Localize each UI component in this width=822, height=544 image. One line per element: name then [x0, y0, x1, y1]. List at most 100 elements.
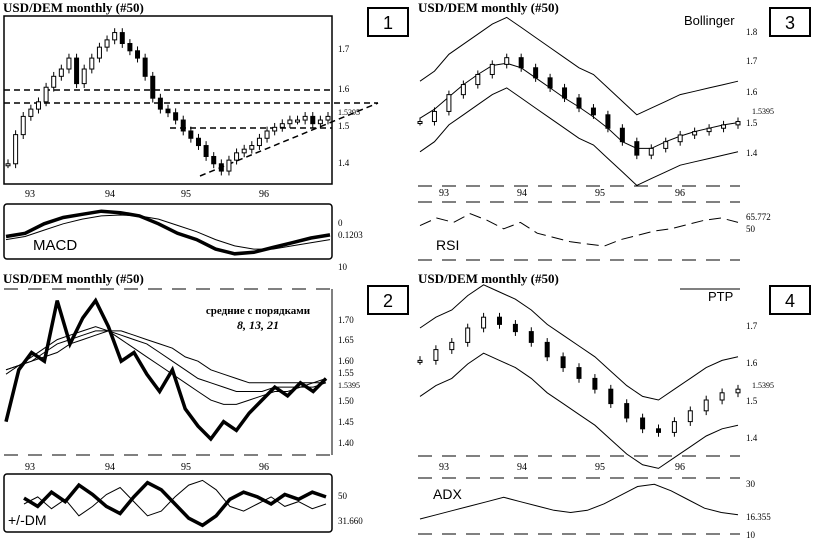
- panel-2-ma-3: [5, 330, 327, 384]
- panel-4-sub-label: ADX: [433, 486, 462, 502]
- panel-3-candle-19: [677, 130, 683, 146]
- panel-3-candle-15: [619, 124, 625, 146]
- panel-1-candle-22: [165, 104, 171, 118]
- panel-1-candle-8: [58, 64, 64, 81]
- panel-1-price-frame: [3, 15, 333, 185]
- panel-1-candle-16: [119, 28, 125, 48]
- panel-3-lower-band: [419, 87, 739, 186]
- panel-2-sub-label: +/-DM: [8, 512, 47, 528]
- panel-4-sub-tick-1: 30: [746, 479, 756, 489]
- panel-1-candle-10: [74, 53, 80, 88]
- panel-2-tick-4: 1.55: [338, 368, 354, 378]
- panel-3-tick-2: 1.7: [746, 56, 758, 66]
- panel-1-candle-11: [81, 64, 87, 88]
- panel-1-candle-26: [195, 133, 201, 150]
- panel-3-x-96: 96: [675, 188, 685, 199]
- panel-2-ma-1: [5, 326, 327, 405]
- panel-1-badge-box: [367, 7, 409, 37]
- panel-3-tick-1: 1.8: [746, 27, 758, 37]
- panel-4-candle-14: [624, 399, 630, 423]
- panel-1-candle-35: [264, 126, 270, 143]
- panel-1-sub-tick-2: 0.1203: [338, 230, 363, 240]
- panel-2-sub-tick-2: 31.660: [338, 516, 363, 526]
- panel-3-tick-4: 1.5395: [752, 107, 774, 116]
- panel-3-candle-2: [431, 107, 437, 126]
- panel-4-candle-5: [481, 312, 487, 333]
- panel-2-tick-2: 1.65: [338, 335, 354, 345]
- panel-2-tick-1: 1.70: [338, 315, 354, 325]
- panel-4-candle-15: [640, 413, 646, 434]
- panel-2-price-line: [4, 297, 328, 442]
- panel-4-lower-channel: [419, 352, 739, 469]
- panel-4-badge: 4: [785, 291, 795, 311]
- panel-1-candle-20: [150, 71, 156, 103]
- panel-4-candle-21: [735, 384, 741, 398]
- panel-4-candle-1: [417, 356, 423, 365]
- panel-4-tick-1: 1.7: [746, 321, 758, 331]
- panel-3-candle-20: [692, 127, 698, 139]
- panel-1-candle-42: [317, 115, 323, 129]
- panel-4-candle-13: [608, 384, 614, 408]
- panel-1-tick-3: 1.5395: [338, 108, 360, 117]
- panel-1-candle-24: [180, 115, 186, 136]
- panel-2-sub-tick-1: 50: [338, 491, 348, 501]
- panel-3-x-93: 93: [439, 188, 449, 199]
- panel-4-candle-8: [528, 327, 534, 347]
- panel-1-candle-23: [173, 108, 179, 125]
- panel-2-tick-7: 1.45: [338, 417, 354, 427]
- panel-1-candle-3: [20, 112, 26, 139]
- panel-1-sub-label: MACD: [33, 237, 77, 254]
- panel-1-candle-9: [66, 53, 72, 74]
- panel-3-sub-tick-1: 65.772: [746, 212, 771, 222]
- panel-4-x-95: 95: [595, 462, 605, 473]
- panel-3-x-94: 94: [517, 188, 527, 199]
- panel-3-candle-3: [446, 90, 452, 116]
- panel-1-x-96: 96: [259, 189, 269, 200]
- panel-3-sub-tick-2: 50: [746, 224, 756, 234]
- panel-3-badge-box: [769, 7, 811, 37]
- panel-1-candle-36: [272, 122, 278, 136]
- panel-1-tick-4: 1.5: [338, 121, 350, 131]
- panel-1-candle-15: [112, 28, 118, 45]
- panel-1-candle-21: [157, 93, 163, 114]
- panel-1-candle-12: [89, 53, 95, 74]
- panel-1-candle-39: [295, 115, 301, 125]
- panel-4-candle-11: [576, 363, 582, 383]
- panel-1-candle-4: [28, 104, 34, 121]
- panel-3: USD/DEM monthly (#50) Bollinger 3 1.8 1.…: [417, 0, 811, 261]
- panel-3-upper-band: [419, 16, 739, 116]
- panel-1-candle-34: [256, 133, 262, 150]
- panel-3-sub-label: RSI: [436, 237, 459, 253]
- panel-1-candle-1: [5, 159, 11, 169]
- panel-2-x-93: 93: [25, 462, 35, 473]
- panel-1-candle-30: [226, 155, 232, 176]
- panel-3-candle-18: [663, 137, 669, 153]
- panel-1-candle-29: [218, 159, 224, 176]
- panel-3-candle-1: [417, 117, 423, 126]
- panel-1-signal-line: [5, 214, 331, 250]
- panel-1-candle-33: [249, 141, 255, 154]
- panel-1-candle-19: [142, 53, 148, 81]
- panel-4-title: USD/DEM monthly (#50): [418, 271, 559, 286]
- panel-1-candle-37: [279, 119, 285, 132]
- panel-4-candle-16: [656, 424, 661, 437]
- panel-2-tick-6: 1.50: [338, 396, 354, 406]
- panel-1-candle-38: [287, 115, 293, 129]
- panel-4-tick-2: 1.6: [746, 358, 758, 368]
- panel-3-indicator: Bollinger: [684, 13, 735, 28]
- panel-1-candle-14: [104, 35, 110, 52]
- panel-1-x-94: 94: [105, 189, 115, 200]
- panel-1-title: USD/DEM monthly (#50): [3, 0, 144, 15]
- panel-3-candle-22: [721, 120, 727, 133]
- panel-1-candle-28: [211, 152, 217, 169]
- panel-1-candle-5: [35, 97, 41, 114]
- panel-3-rsi-line: [419, 213, 739, 247]
- panel-3-tick-5: 1.5: [746, 118, 758, 128]
- panel-2-tick-8: 1.40: [338, 438, 354, 448]
- panel-4-indicator: PTP: [708, 289, 733, 304]
- panel-2-x-95: 95: [181, 462, 191, 473]
- panel-3-tick-3: 1.6: [746, 87, 758, 97]
- panel-4-x-93: 93: [439, 462, 449, 473]
- panel-2-ma-2: [5, 330, 326, 392]
